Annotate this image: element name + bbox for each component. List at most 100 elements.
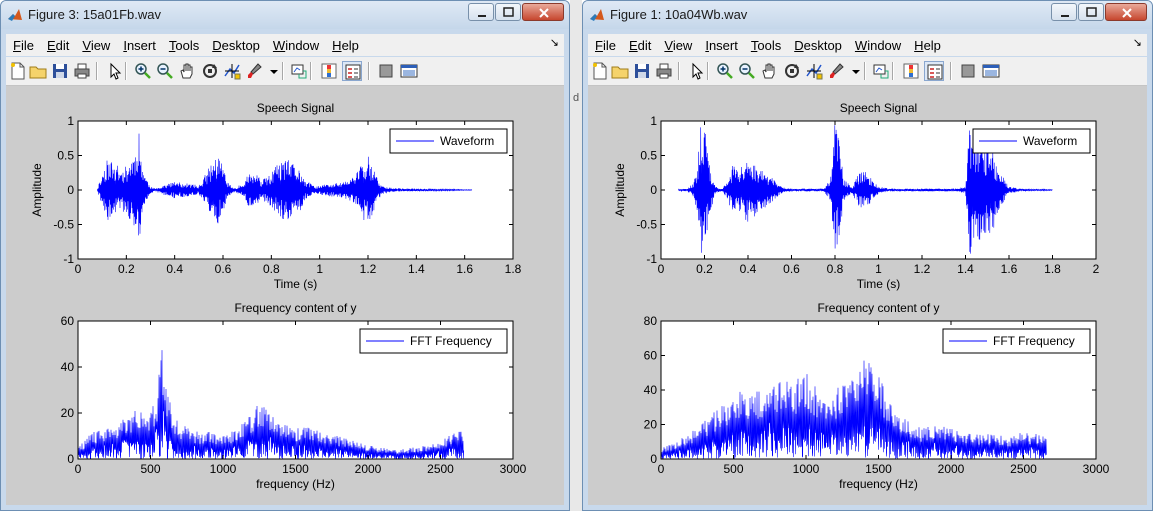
- title-bar[interactable]: Figure 1: 10a04Wb.wav: [583, 1, 1152, 29]
- data-line: [660, 360, 1047, 460]
- title-bar[interactable]: Figure 3: 15a01Fb.wav: [1, 1, 569, 29]
- legend-label: Waveform: [440, 134, 494, 148]
- save-icon[interactable]: [632, 61, 652, 81]
- toolbar-separator: [125, 62, 127, 80]
- new-file-icon[interactable]: [590, 61, 610, 81]
- link-plot-icon[interactable]: [289, 61, 309, 81]
- x-tick-label: 0: [658, 262, 665, 276]
- menu-desktop[interactable]: Desktop: [212, 37, 260, 53]
- x-tick-label: 500: [140, 462, 160, 476]
- menu-help[interactable]: Help: [332, 37, 359, 53]
- open-folder-icon[interactable]: [28, 61, 48, 81]
- new-file-icon[interactable]: [8, 61, 28, 81]
- x-tick-label: 0: [75, 462, 82, 476]
- menu-tools[interactable]: Tools: [750, 37, 782, 53]
- menu-tools[interactable]: Tools: [168, 37, 200, 53]
- maximize-button[interactable]: [495, 3, 521, 21]
- close-button[interactable]: [1105, 3, 1147, 21]
- legend-icon[interactable]: [924, 61, 944, 81]
- legend-label: FFT Frequency: [410, 334, 492, 348]
- x-tick-label: 1: [875, 262, 882, 276]
- data-cursor-icon[interactable]: [222, 61, 242, 81]
- x-tick-label: 1.6: [456, 262, 473, 276]
- menu-file[interactable]: File: [13, 37, 34, 53]
- window-title: Figure 3: 15a01Fb.wav: [28, 7, 161, 22]
- menu-window[interactable]: Window: [272, 37, 320, 53]
- toolbar-separator: [707, 62, 709, 80]
- menu-edit[interactable]: Edit: [46, 37, 70, 53]
- minimize-button[interactable]: [468, 3, 494, 21]
- menu-window[interactable]: Window: [854, 37, 902, 53]
- brush-dropdown-icon[interactable]: [264, 61, 278, 81]
- menu-help[interactable]: Help: [914, 37, 941, 53]
- rotate-3d-icon[interactable]: [200, 61, 220, 81]
- menu-view[interactable]: View: [664, 37, 693, 53]
- link-plot-icon[interactable]: [871, 61, 891, 81]
- y-tick-label: 40: [644, 383, 658, 397]
- y-tick-label: 80: [644, 314, 658, 328]
- legend-label: Waveform: [1023, 134, 1077, 148]
- zoom-in-icon[interactable]: [133, 61, 153, 81]
- menu-insert[interactable]: Insert: [705, 37, 738, 53]
- minimize-button[interactable]: [1051, 3, 1077, 21]
- pan-hand-icon[interactable]: [177, 61, 197, 81]
- legend-icon[interactable]: [342, 61, 362, 81]
- data-line: [97, 133, 473, 236]
- pointer-icon[interactable]: [105, 61, 125, 81]
- y-tick-label: 0: [67, 183, 74, 197]
- zoom-out-icon[interactable]: [737, 61, 757, 81]
- x-tick-label: 0.8: [263, 262, 280, 276]
- save-icon[interactable]: [50, 61, 70, 81]
- x-tick-label: 1000: [793, 462, 820, 476]
- menu-insert[interactable]: Insert: [123, 37, 156, 53]
- figure-plots: Speech Signal 0 0.2 0.4 0.6 0.8 1 1.2 1.4 1.6 1.8 2…: [613, 101, 1110, 491]
- menu-file[interactable]: File: [595, 37, 616, 53]
- close-button[interactable]: [522, 3, 564, 21]
- toolbar-separator: [310, 62, 312, 80]
- data-line: [678, 125, 1053, 254]
- y-tick-label: 0.5: [57, 149, 74, 163]
- rotate-3d-icon[interactable]: [782, 61, 802, 81]
- toolbar-separator: [950, 62, 952, 80]
- data-cursor-icon[interactable]: [804, 61, 824, 81]
- print-icon[interactable]: [72, 61, 92, 81]
- menu-edit[interactable]: Edit: [628, 37, 652, 53]
- pan-hand-icon[interactable]: [759, 61, 779, 81]
- legend-box: [389, 128, 508, 154]
- brush-dropdown-icon[interactable]: [846, 61, 860, 81]
- toolbar-separator: [678, 62, 680, 80]
- brush-icon[interactable]: [244, 61, 264, 81]
- x-axis-label: frequency (Hz): [839, 477, 918, 491]
- x-tick-label: 1.8: [1044, 262, 1061, 276]
- figure-toolbar: [6, 57, 564, 86]
- y-tick-label: 20: [61, 406, 75, 420]
- x-tick-label: 1000: [210, 462, 237, 476]
- zoom-in-icon[interactable]: [715, 61, 735, 81]
- colorbar-icon[interactable]: [901, 61, 921, 81]
- y-tick-label: 40: [61, 360, 75, 374]
- y-axis-label: Amplitude: [613, 163, 627, 217]
- zoom-out-icon[interactable]: [155, 61, 175, 81]
- y-tick-label: 60: [61, 314, 75, 328]
- toolbar-separator: [864, 62, 866, 80]
- menu-desktop[interactable]: Desktop: [794, 37, 842, 53]
- maximize-button[interactable]: [1078, 3, 1104, 21]
- brush-icon[interactable]: [826, 61, 846, 81]
- dock-arrow-icon[interactable]: ↘: [549, 37, 559, 49]
- dock-arrow-icon[interactable]: ↘: [1132, 37, 1142, 49]
- x-tick-label: 1.2: [914, 262, 931, 276]
- print-icon[interactable]: [654, 61, 674, 81]
- show-plot-tools-icon[interactable]: [981, 61, 1001, 81]
- toolbar-separator: [368, 62, 370, 80]
- colorbar-icon[interactable]: [319, 61, 339, 81]
- x-tick-label: 2500: [427, 462, 454, 476]
- hide-plot-tools-icon[interactable]: [376, 61, 396, 81]
- plot-title: Speech Signal: [257, 101, 334, 115]
- pointer-icon[interactable]: [687, 61, 707, 81]
- x-tick-label: 0.2: [696, 262, 713, 276]
- plot-title: Frequency content of y: [817, 301, 939, 315]
- menu-view[interactable]: View: [82, 37, 111, 53]
- hide-plot-tools-icon[interactable]: [958, 61, 978, 81]
- show-plot-tools-icon[interactable]: [399, 61, 419, 81]
- open-folder-icon[interactable]: [610, 61, 630, 81]
